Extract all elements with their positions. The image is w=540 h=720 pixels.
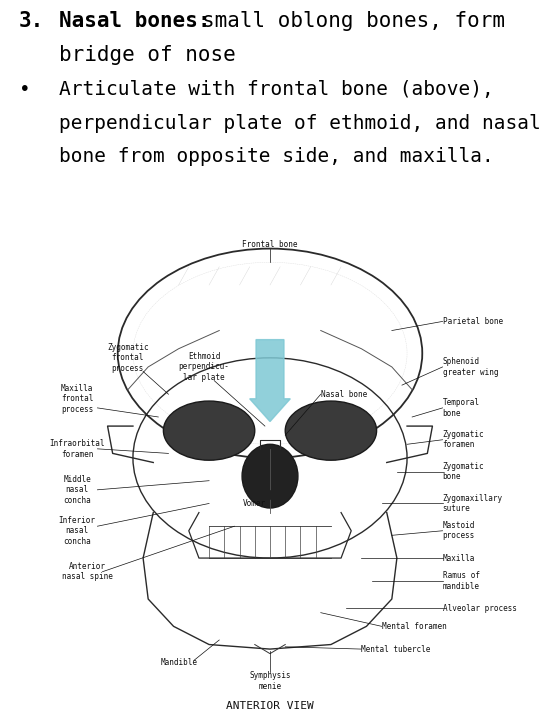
Text: Zygomaxillary
suture: Zygomaxillary suture [443, 494, 503, 513]
Text: Anterior
nasal spine: Anterior nasal spine [62, 562, 113, 582]
Text: Maxilla
frontal
process: Maxilla frontal process [61, 384, 93, 414]
Text: ANTERIOR VIEW: ANTERIOR VIEW [226, 701, 314, 711]
Text: bone from opposite side, and maxilla.: bone from opposite side, and maxilla. [59, 148, 494, 166]
Text: Middle
nasal
concha: Middle nasal concha [63, 475, 91, 505]
Text: bridge of nose: bridge of nose [59, 45, 236, 65]
Text: Temporal
bone: Temporal bone [443, 398, 480, 418]
Text: Maxilla: Maxilla [443, 554, 475, 562]
Text: small oblong bones, form: small oblong bones, form [202, 11, 505, 31]
Text: Mandible: Mandible [160, 658, 197, 667]
Text: Alveolar process: Alveolar process [443, 603, 517, 613]
Text: Zygomatic
bone: Zygomatic bone [443, 462, 484, 481]
Text: Inferior
nasal
concha: Inferior nasal concha [59, 516, 96, 546]
Text: Ethmoid
perpendicu-
lar plate: Ethmoid perpendicu- lar plate [179, 352, 230, 382]
Text: Zygomatic
foramen: Zygomatic foramen [443, 430, 484, 449]
Text: Parietal bone: Parietal bone [443, 317, 503, 326]
Ellipse shape [242, 444, 298, 508]
Text: Frontal bone: Frontal bone [242, 240, 298, 248]
Ellipse shape [285, 401, 376, 460]
Text: Ramus of
mandible: Ramus of mandible [443, 571, 480, 590]
Text: perpendicular plate of ethmoid, and nasal: perpendicular plate of ethmoid, and nasa… [59, 114, 540, 132]
Text: Articulate with frontal bone (above),: Articulate with frontal bone (above), [59, 81, 494, 99]
Text: Mastoid
process: Mastoid process [443, 521, 475, 541]
Text: •: • [19, 81, 31, 99]
Text: 3.: 3. [19, 11, 44, 31]
Text: Sphenoid
greater wing: Sphenoid greater wing [443, 357, 498, 377]
Text: Nasal bones:: Nasal bones: [59, 11, 211, 31]
Text: Mental tubercle: Mental tubercle [361, 644, 431, 654]
FancyArrow shape [249, 340, 291, 421]
Text: Nasal bone: Nasal bone [321, 390, 367, 399]
Text: Zygomatic
frontal
process: Zygomatic frontal process [107, 343, 148, 373]
Text: Mental foramen: Mental foramen [382, 622, 447, 631]
Text: Vomer: Vomer [243, 499, 266, 508]
Text: Symphysis
menie: Symphysis menie [249, 671, 291, 690]
Text: Infraorbital
foramen: Infraorbital foramen [49, 439, 105, 459]
Ellipse shape [164, 401, 255, 460]
